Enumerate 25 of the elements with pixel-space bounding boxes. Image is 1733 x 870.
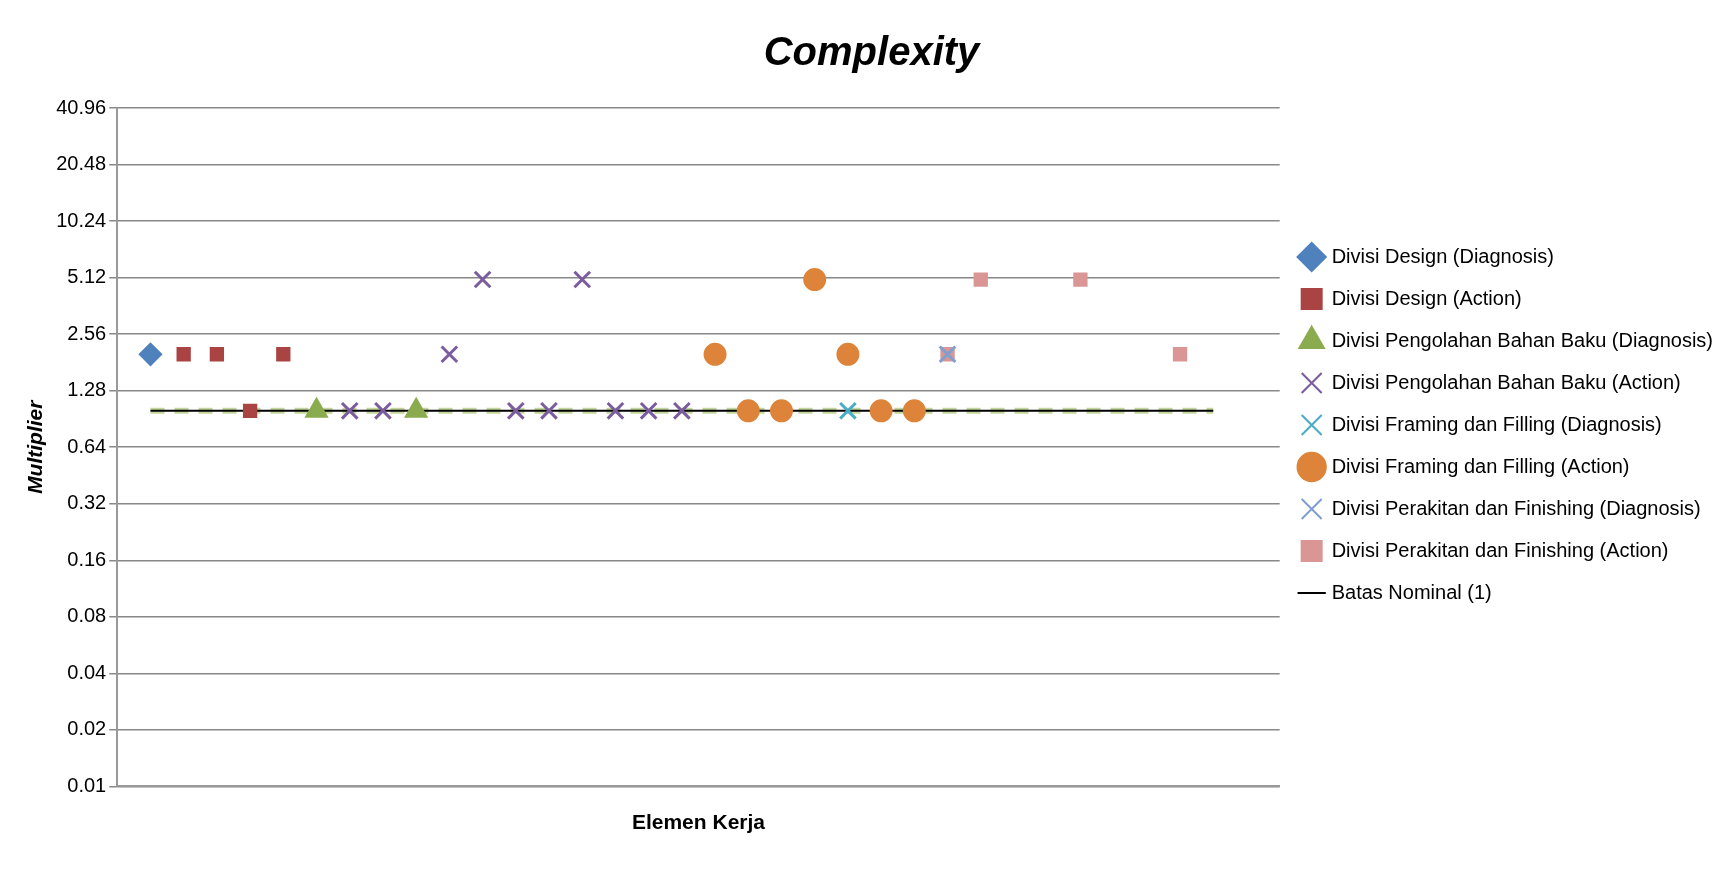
y-tick-label: 0.64: [67, 434, 107, 457]
legend-label: Divisi Framing dan Filling (Action): [1331, 454, 1630, 477]
y-tick-label: 10.24: [56, 208, 107, 231]
chart-title: Complexity: [763, 29, 982, 74]
y-tick-label: 0.02: [67, 717, 107, 740]
legend-label: Divisi Perakitan dan Finishing (Diagnosis): [1331, 496, 1701, 519]
y-axis-title: Multiplier: [23, 398, 47, 494]
y-tick-label: 0.16: [67, 547, 107, 570]
legend-label: Divisi Framing dan Filling (Diagnosis): [1331, 412, 1662, 435]
legend-label: Divisi Design (Action): [1331, 286, 1522, 309]
y-tick-label: 0.32: [67, 491, 107, 514]
y-tick-label: 0.08: [67, 604, 107, 627]
y-tick-label: 0.04: [67, 660, 107, 683]
x-axis-title: Elemen Kerja: [631, 810, 766, 834]
legend-label: Batas Nominal (1): [1331, 580, 1492, 603]
y-tick-label: 40.96: [56, 95, 107, 118]
y-tick-label: 5.12: [67, 265, 107, 288]
y-tick-label: 2.56: [67, 321, 107, 344]
y-tick-label: 1.28: [67, 378, 107, 401]
legend-label: Divisi Design (Diagnosis): [1331, 244, 1554, 267]
y-tick-label: 20.48: [56, 152, 107, 175]
y-tick-label: 0.01: [67, 773, 107, 796]
legend-label: Divisi Pengolahan Bahan Baku (Action): [1331, 370, 1681, 393]
legend-label: Divisi Pengolahan Bahan Baku (Diagnosis): [1331, 328, 1713, 351]
legend-label: Divisi Perakitan dan Finishing (Action): [1331, 538, 1669, 561]
